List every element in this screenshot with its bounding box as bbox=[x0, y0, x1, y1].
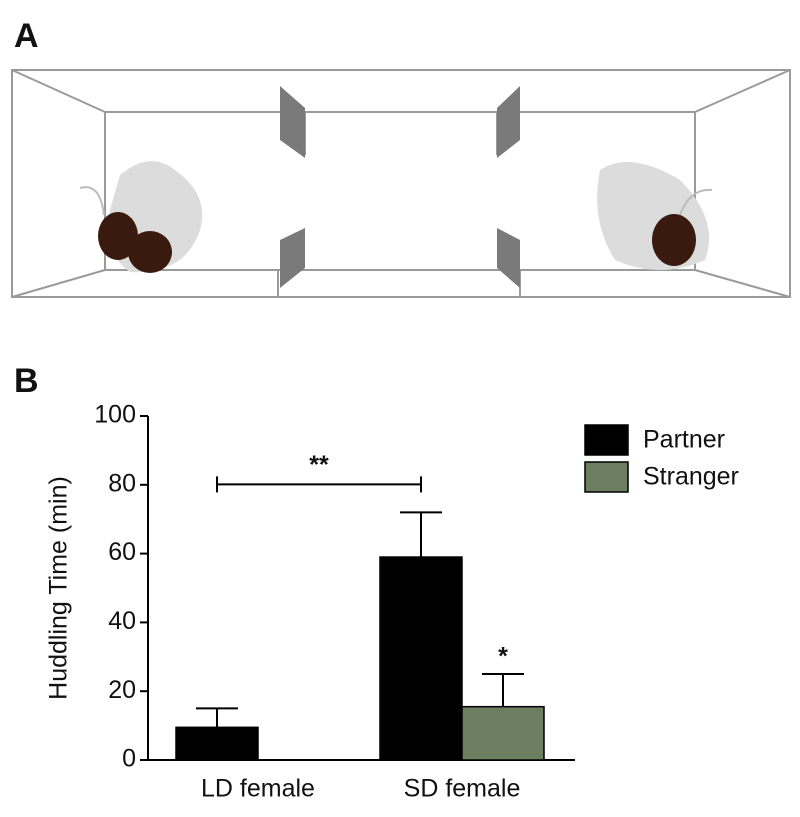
edge bbox=[11, 69, 106, 113]
legend-label: Stranger bbox=[643, 463, 739, 491]
y-tick-label: 80 bbox=[108, 469, 136, 497]
panel-label: A bbox=[14, 17, 39, 55]
legend-swatch bbox=[584, 424, 629, 456]
edge bbox=[694, 69, 791, 113]
y-tick-label: 40 bbox=[108, 607, 136, 635]
edge bbox=[11, 269, 106, 298]
edge bbox=[694, 269, 791, 298]
y-tick-label: 20 bbox=[108, 676, 136, 704]
tail bbox=[679, 188, 713, 216]
y-tick-label: 100 bbox=[94, 401, 136, 429]
outer-box bbox=[11, 69, 791, 298]
significance-label: * bbox=[498, 643, 508, 671]
vole bbox=[652, 214, 696, 266]
vole bbox=[98, 212, 138, 260]
inner-box bbox=[104, 111, 696, 271]
partition bbox=[280, 86, 305, 158]
significance-label: ** bbox=[309, 451, 329, 479]
partition bbox=[497, 86, 520, 158]
partitions bbox=[280, 86, 520, 288]
bar bbox=[175, 726, 259, 761]
panel-label: B bbox=[14, 362, 39, 400]
vole bbox=[128, 231, 172, 273]
bar bbox=[461, 705, 545, 761]
partition bbox=[497, 228, 520, 288]
bar bbox=[379, 556, 463, 761]
x-tick-label: SD female bbox=[404, 775, 521, 803]
legend-swatch bbox=[584, 461, 629, 493]
tail bbox=[79, 186, 105, 216]
x-tick-label: LD female bbox=[201, 775, 315, 803]
y-tick-label: 60 bbox=[108, 538, 136, 566]
legend-label: Partner bbox=[643, 426, 725, 454]
partition bbox=[280, 228, 305, 288]
significance-bracket bbox=[216, 476, 422, 493]
y-axis-label: Huddling Time (min) bbox=[45, 476, 73, 700]
y-tick-label: 0 bbox=[122, 745, 136, 773]
